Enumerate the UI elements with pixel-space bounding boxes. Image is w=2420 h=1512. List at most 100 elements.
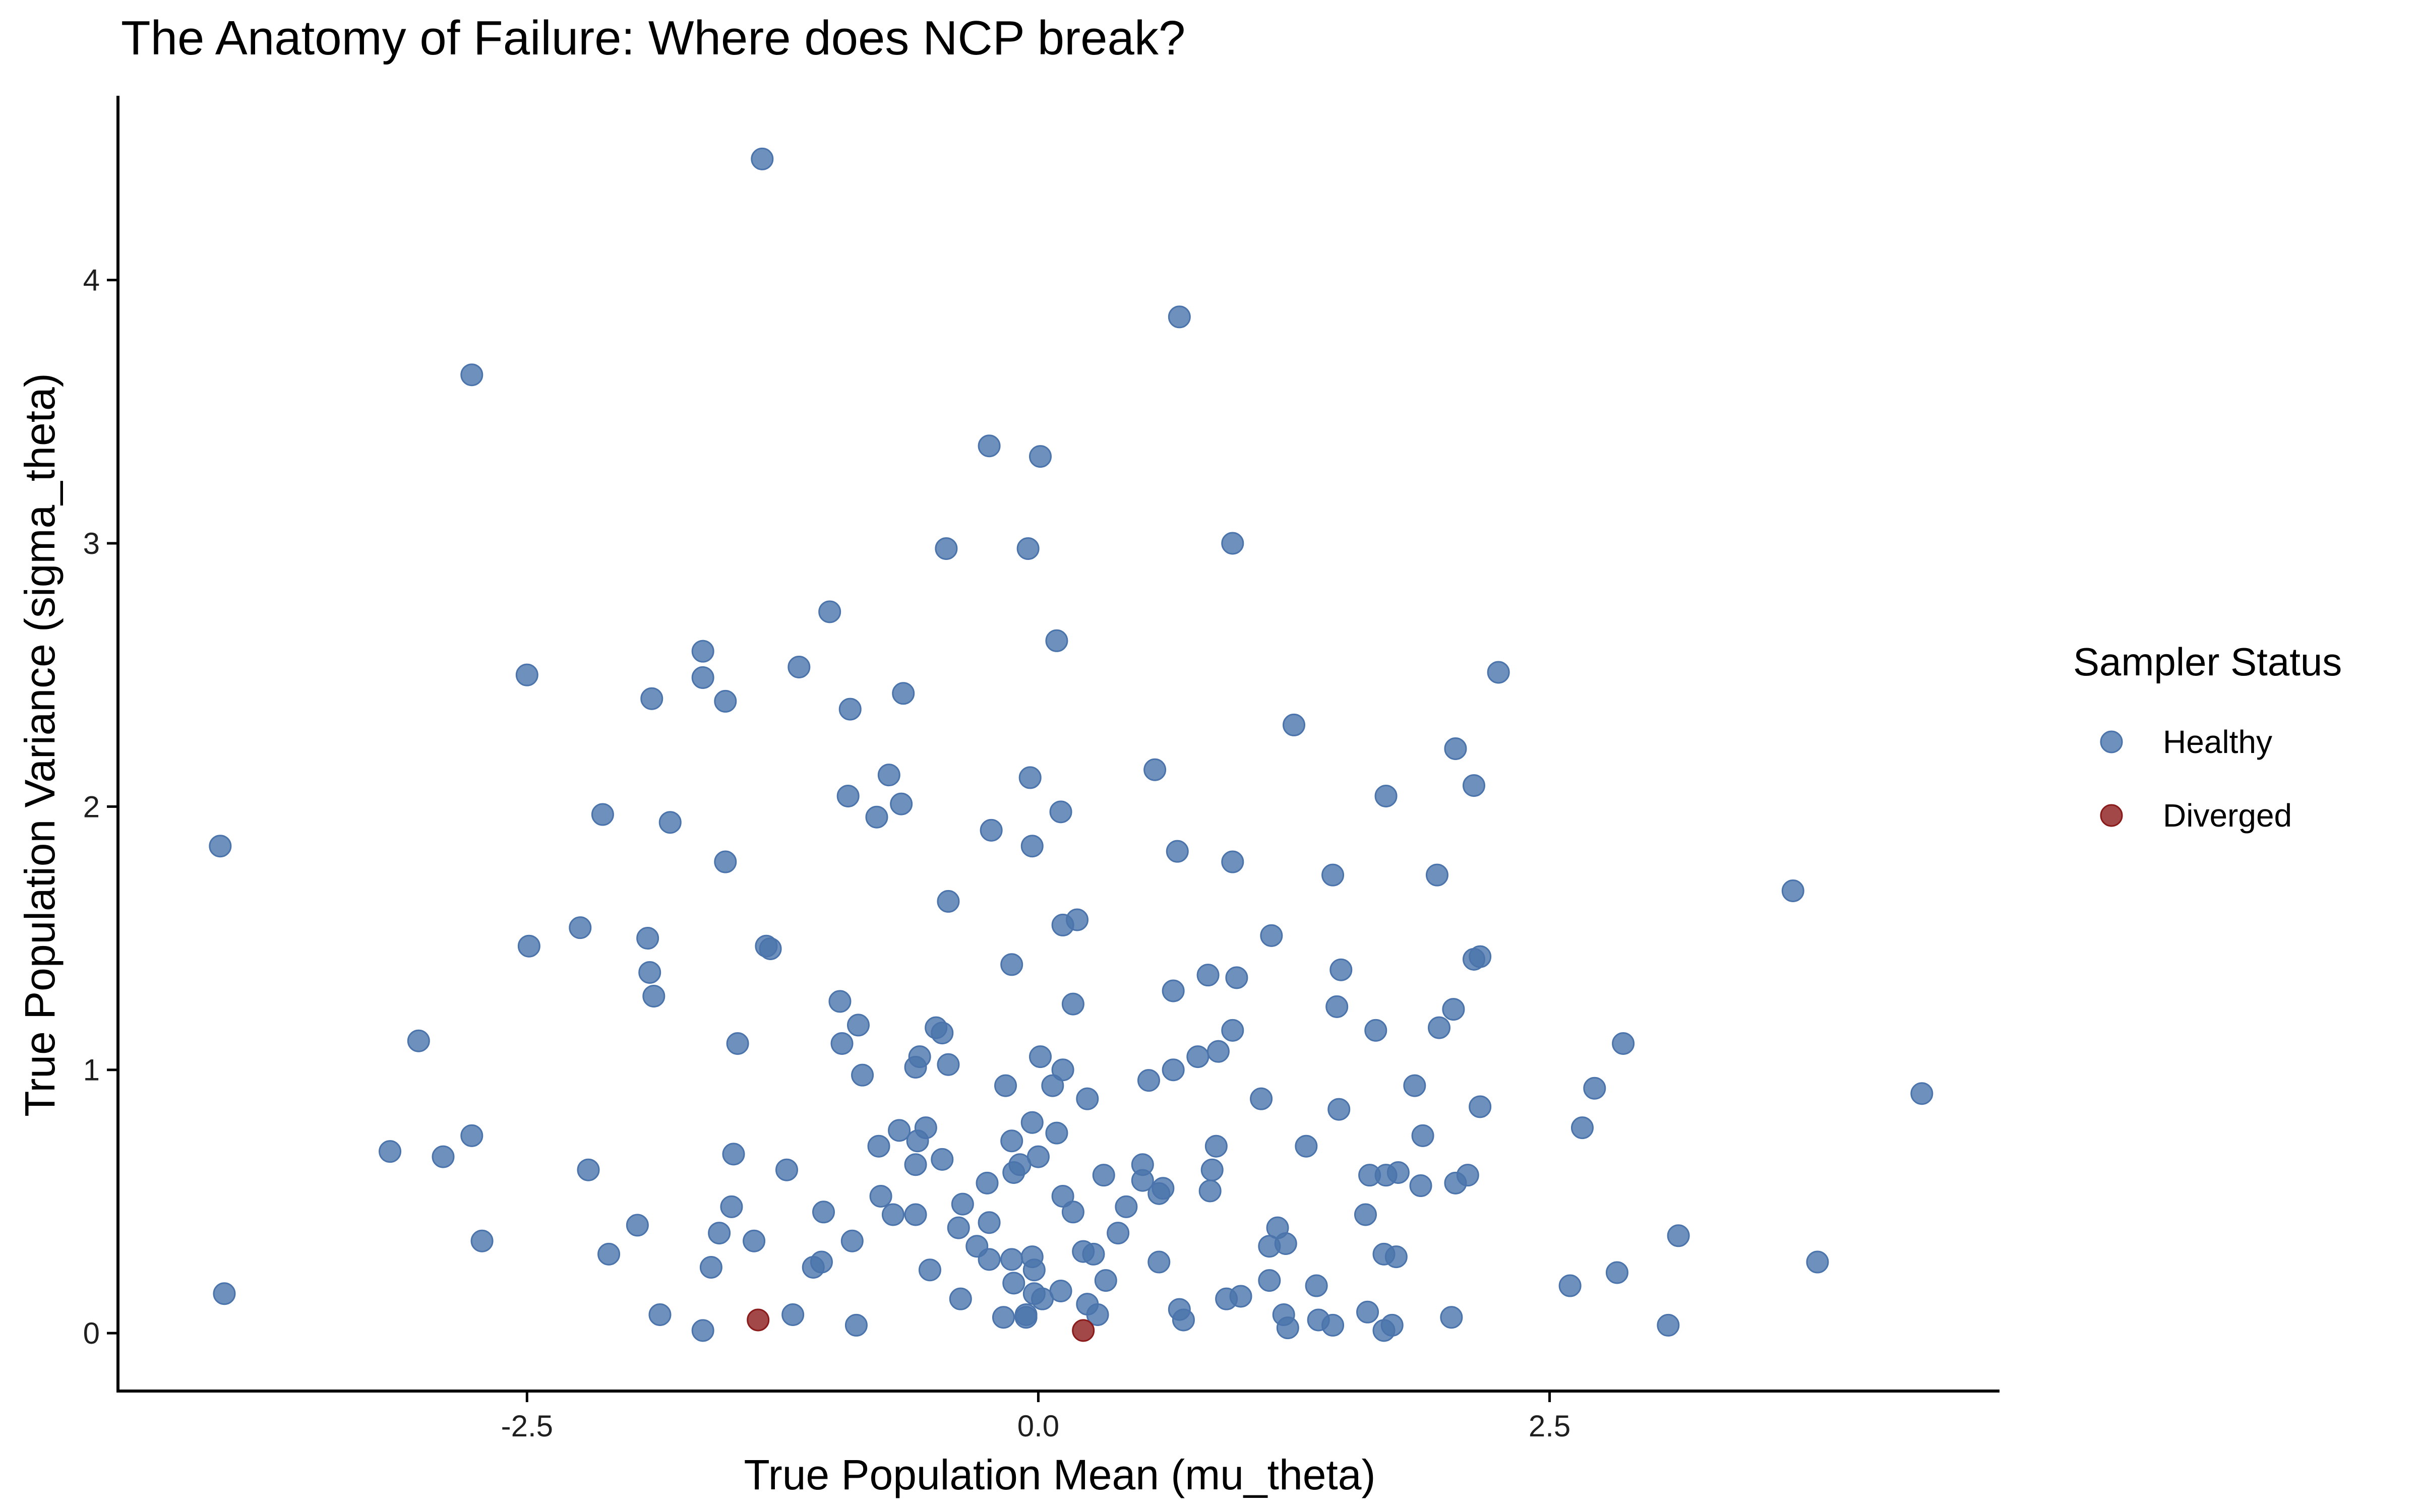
healthy-point <box>1428 1016 1451 1039</box>
healthy-point <box>935 537 958 560</box>
legend-label-diverged: Diverged <box>2163 797 2292 834</box>
healthy-point <box>976 1171 999 1194</box>
healthy-point <box>577 1158 600 1181</box>
legend-key-healthy <box>2100 730 2123 753</box>
healthy-point <box>1051 913 1074 936</box>
healthy-point <box>1444 1171 1467 1194</box>
healthy-point <box>1041 1074 1064 1097</box>
healthy-point <box>1049 800 1072 824</box>
healthy-point <box>851 1063 874 1087</box>
healthy-point <box>1806 1250 1829 1274</box>
healthy-point <box>1000 953 1023 976</box>
healthy-point <box>751 147 774 170</box>
chart-title: The Anatomy of Failure: Where does NCP b… <box>121 11 1185 65</box>
y-tick-label: 0 <box>83 1316 100 1350</box>
healthy-point <box>691 666 714 689</box>
healthy-point <box>691 640 714 663</box>
healthy-point <box>802 1255 825 1279</box>
healthy-point <box>818 600 841 623</box>
axes <box>116 96 2000 1393</box>
healthy-point <box>648 1303 672 1327</box>
healthy-point <box>1440 1306 1463 1329</box>
y-axis-title: True Population Variance (sigma_theta) <box>16 373 64 1116</box>
healthy-point <box>1321 1313 1345 1337</box>
healthy-point <box>1462 948 1485 971</box>
diverged-point <box>1072 1319 1095 1342</box>
healthy-point <box>1086 1303 1109 1327</box>
healthy-point <box>869 1184 892 1208</box>
healthy-point <box>840 1229 864 1252</box>
healthy-point <box>1469 1095 1492 1118</box>
healthy-point <box>980 818 1003 842</box>
healthy-point <box>1147 1250 1171 1274</box>
healthy-point <box>1329 958 1353 981</box>
data-points <box>209 147 1933 1342</box>
healthy-point <box>978 1248 1001 1271</box>
healthy-point <box>1018 766 1042 789</box>
healthy-point <box>1000 1129 1023 1153</box>
healthy-point <box>691 1319 714 1342</box>
healthy-point <box>470 1229 494 1252</box>
healthy-point <box>1570 1116 1594 1140</box>
healthy-point <box>1305 1274 1328 1297</box>
y-tick-label: 3 <box>83 527 100 560</box>
healthy-point <box>1166 840 1189 863</box>
healthy-point <box>460 1124 483 1147</box>
healthy-point <box>1221 1019 1244 1042</box>
healthy-point <box>1364 1019 1387 1042</box>
healthy-point <box>1028 445 1052 468</box>
legend: Sampler Status Healthy Diverged <box>2073 640 2342 834</box>
healthy-point <box>1372 1319 1396 1342</box>
healthy-point <box>1657 1313 1680 1337</box>
healthy-point <box>1051 1058 1074 1082</box>
healthy-point <box>1321 863 1345 887</box>
healthy-point <box>1374 784 1398 807</box>
healthy-point <box>726 1032 749 1055</box>
healthy-point <box>642 984 666 1007</box>
healthy-point <box>1204 1135 1228 1158</box>
healthy-point <box>1295 1135 1318 1158</box>
healthy-point <box>992 1306 1015 1329</box>
healthy-point <box>460 363 483 387</box>
healthy-point <box>1002 1272 1025 1295</box>
healthy-point <box>1403 1074 1426 1097</box>
legend-label-healthy: Healthy <box>2163 724 2272 760</box>
healthy-point <box>1094 1269 1117 1292</box>
healthy-point <box>1020 835 1044 858</box>
healthy-point <box>1325 995 1349 1018</box>
healthy-point <box>1605 1261 1628 1284</box>
healthy-point <box>213 1282 236 1305</box>
healthy-point <box>636 927 659 950</box>
healthy-point <box>638 961 661 984</box>
healthy-point <box>1196 964 1220 987</box>
healthy-point <box>1384 1245 1408 1269</box>
healthy-point <box>830 1032 854 1055</box>
healthy-point <box>1000 1248 1023 1271</box>
healthy-point <box>1327 1098 1351 1121</box>
healthy-point <box>1147 1182 1171 1205</box>
healthy-point <box>209 835 232 858</box>
healthy-point <box>1162 1058 1185 1082</box>
healthy-point <box>1250 1087 1273 1110</box>
healthy-point <box>1425 863 1448 887</box>
healthy-point <box>708 1222 731 1245</box>
healthy-point <box>1014 1306 1038 1329</box>
y-tick-label: 2 <box>83 790 100 824</box>
healthy-point <box>892 682 915 705</box>
healthy-point <box>743 1229 766 1252</box>
healthy-point <box>1411 1124 1434 1147</box>
healthy-point <box>1168 305 1191 329</box>
healthy-point <box>1583 1077 1606 1100</box>
healthy-point <box>1022 1258 1046 1282</box>
healthy-point <box>515 663 538 686</box>
healthy-point <box>1356 1300 1379 1324</box>
healthy-point <box>1487 661 1510 684</box>
healthy-point <box>994 1074 1017 1097</box>
healthy-point <box>1107 1222 1130 1245</box>
healthy-point <box>1258 1235 1281 1258</box>
legend-item-diverged: Diverged <box>2100 797 2292 834</box>
healthy-point <box>904 1056 927 1079</box>
healthy-point <box>432 1145 455 1168</box>
healthy-point <box>517 934 540 958</box>
